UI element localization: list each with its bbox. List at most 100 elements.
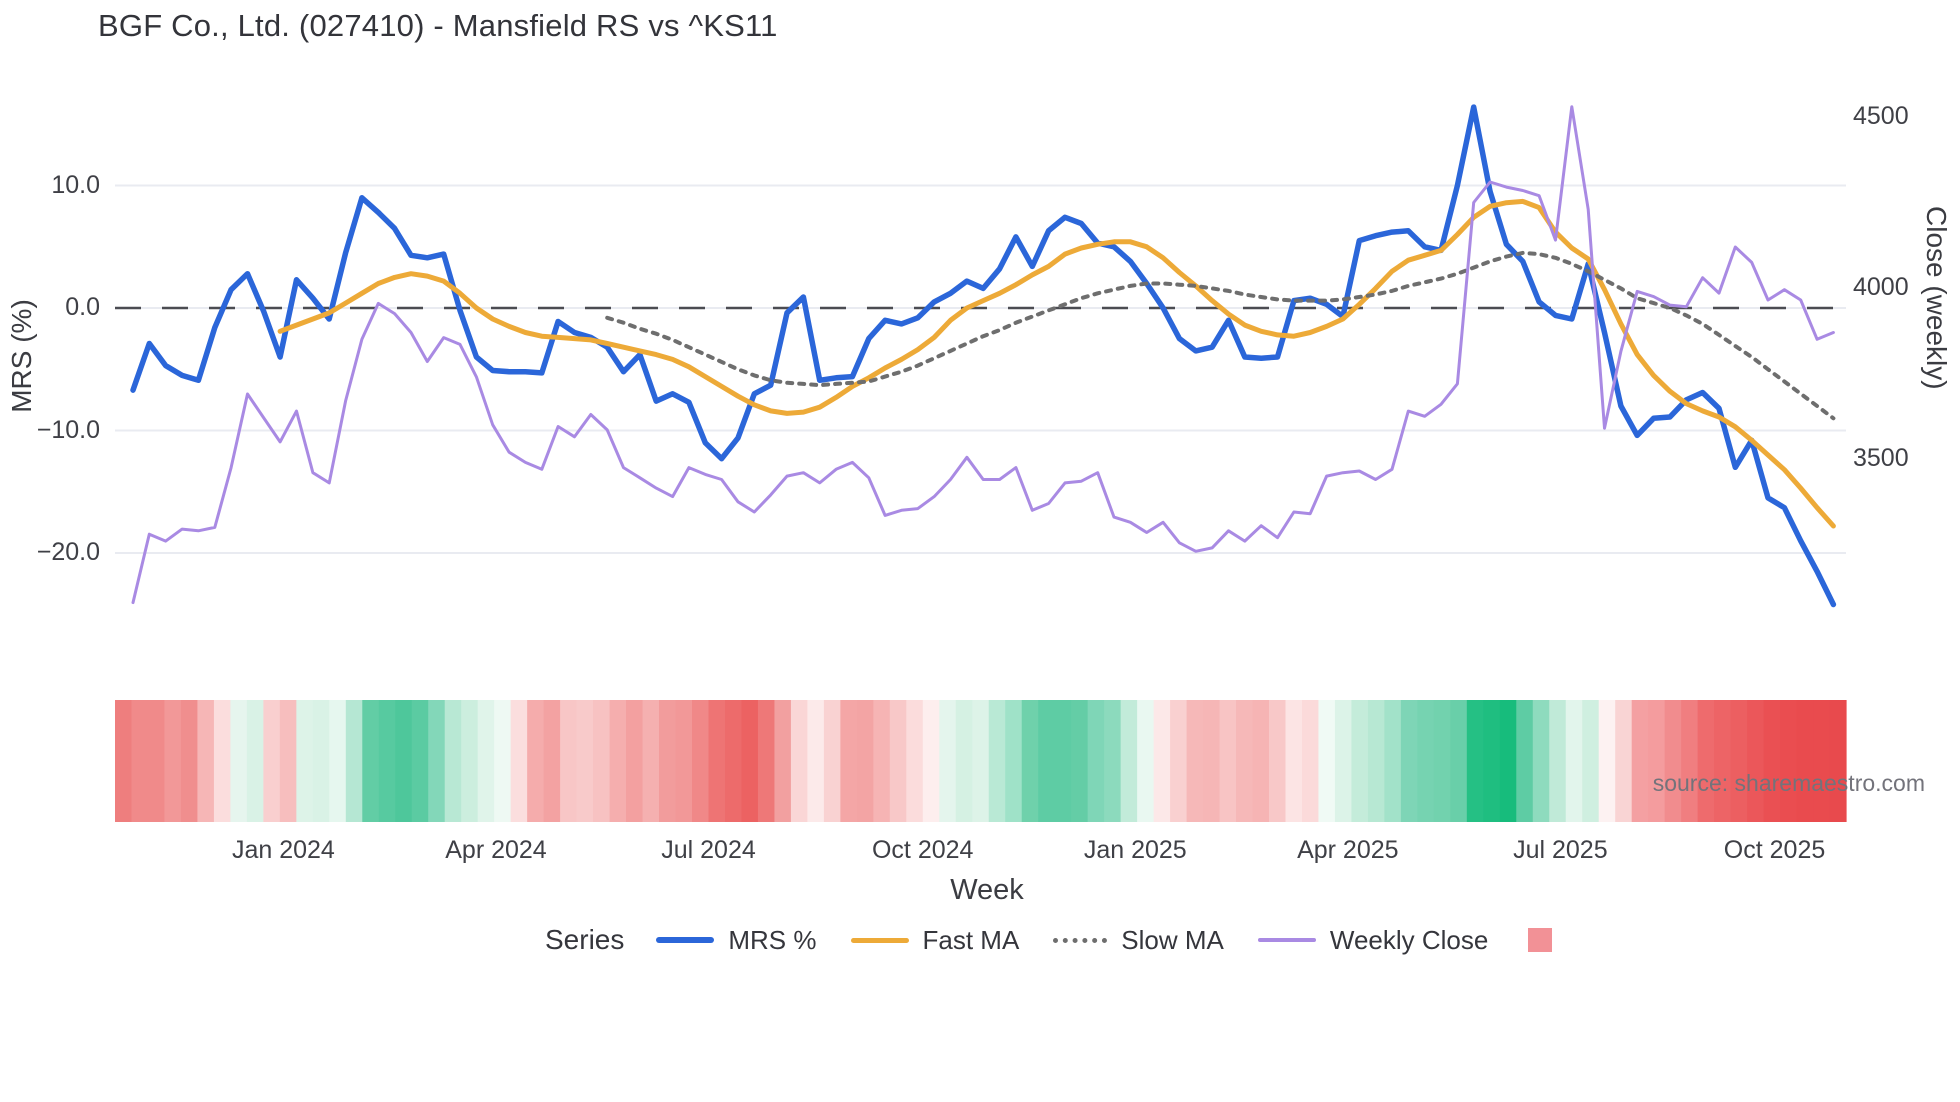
heatmap-cell <box>955 700 973 822</box>
heatmap-cell <box>444 700 462 822</box>
y-left-tick-label: −10.0 <box>36 415 100 444</box>
heatmap-cell <box>856 700 874 822</box>
heatmap-cell <box>1697 700 1715 822</box>
heatmap-cell <box>1120 700 1138 822</box>
heatmap-cell <box>1153 700 1171 822</box>
heatmap-cell <box>1664 700 1682 822</box>
legend: Series MRS % Fast MA Slow MA Weekly Clos… <box>545 920 1553 960</box>
heatmap-cell <box>560 700 578 822</box>
heatmap-cell <box>1681 700 1699 822</box>
heatmap-cell <box>889 700 907 822</box>
weekly-close-line <box>131 105 1835 605</box>
heatmap-cell <box>626 700 644 822</box>
x-tick-label: Apr 2024 <box>445 836 547 864</box>
heatmap-cell <box>807 700 825 822</box>
source-watermark: source: sharemaestro.com <box>1652 770 1925 796</box>
heatmap-cell <box>1318 700 1336 822</box>
legend-item-label: Weekly Close <box>1329 924 1489 955</box>
heatmap-cell <box>1466 700 1484 822</box>
heatmap-cell <box>823 700 841 822</box>
heatmap-cell <box>1269 700 1287 822</box>
heatmap-cell <box>1071 700 1089 822</box>
weekly-close-swatch-icon <box>1257 938 1316 942</box>
heatmap-cell <box>1137 700 1155 822</box>
heatmap-cell <box>1483 700 1501 822</box>
heatmap-cell <box>1219 700 1237 822</box>
heatmap-cell <box>279 700 297 822</box>
heatmap-cell <box>1648 700 1666 822</box>
legend-item-fast-ma: Fast MA <box>850 925 1019 956</box>
mrs-line <box>130 104 1837 608</box>
heatmap-cell <box>1301 700 1320 822</box>
heatmap-cell <box>527 700 545 822</box>
heatmap-cell <box>1252 700 1270 822</box>
heatmap-cell <box>790 700 808 822</box>
page-title: BGF Co., Ltd. (027410) - Mansfield RS vs… <box>98 8 778 43</box>
legend-item-slow-ma: Slow MA <box>1053 925 1224 956</box>
heatmap-cell <box>1714 700 1732 822</box>
heatmap-cell <box>180 700 199 822</box>
heatmap-cell <box>972 700 990 822</box>
heatmap-cell <box>263 700 281 822</box>
y-right-tick-label: 3500 <box>1853 444 1909 472</box>
heatmap-cell <box>494 700 512 822</box>
heatmap-cell <box>1730 700 1748 822</box>
heatmap-cell <box>1615 700 1633 822</box>
x-tick-label: Jan 2025 <box>1083 836 1187 864</box>
heatmap-cell <box>1796 700 1814 822</box>
heatmap-cell <box>362 700 380 822</box>
mrs-line-swatch-icon <box>656 937 715 943</box>
heatmap-cell <box>1367 700 1385 822</box>
heatmap-cell <box>692 700 710 822</box>
x-tick-label: Jan 2024 <box>231 836 335 864</box>
y-axis-right-title: Close (weekly) <box>1921 206 1952 390</box>
heatmap-cell <box>197 700 215 822</box>
heatmap-cell <box>395 700 413 822</box>
heatmap-cell <box>477 700 495 822</box>
heatmap-cell <box>774 700 792 822</box>
heatmap-cell <box>1005 700 1023 822</box>
heatmap-cell <box>1582 700 1600 822</box>
legend-title: Series <box>545 924 625 955</box>
x-axis-title: Week <box>950 874 1024 906</box>
heatmap-cell <box>939 700 957 822</box>
legend-item-label: Slow MA <box>1121 924 1224 955</box>
heatmap-cell <box>576 700 594 822</box>
heatmap-cell <box>1054 700 1072 822</box>
heatmap-cell <box>147 700 166 822</box>
heatmap-cell <box>246 700 264 822</box>
heatmap-cell <box>840 700 858 822</box>
fast-ma-swatch-icon <box>850 937 909 943</box>
x-tick-label: Oct 2025 <box>1723 836 1826 864</box>
heatmap-cell <box>345 700 363 822</box>
heatmap-cell <box>1334 700 1353 822</box>
slow-ma-swatch-icon <box>1053 937 1108 943</box>
heatmap-cell <box>708 700 726 822</box>
heatmap-cell <box>675 700 693 822</box>
heatmap-cell <box>906 700 924 822</box>
y-left-tick-label: 10.0 <box>51 170 100 199</box>
heatmap-cell <box>1170 700 1188 822</box>
heatmap-cell <box>1236 700 1254 822</box>
heatmap-cell <box>1203 700 1221 822</box>
heatmap-cell <box>1565 700 1583 822</box>
heatmap-cell <box>1351 700 1369 822</box>
y-right-tick-label: 4500 <box>1853 102 1909 130</box>
heatmap-cell <box>411 700 429 822</box>
heatmap-cell <box>312 700 330 822</box>
x-tick-label: Jul 2025 <box>1513 836 1608 864</box>
heatmap-cell <box>131 700 149 822</box>
heatmap-cell <box>757 700 776 822</box>
heatmap-cell <box>1516 700 1534 822</box>
heatmap-cell <box>609 700 627 822</box>
heatmap-cell <box>1400 700 1418 822</box>
heatmap-cell <box>1780 700 1798 822</box>
heatmap-cell <box>1104 700 1122 822</box>
heatmap-cell <box>1433 700 1451 822</box>
legend-item-label: MRS % <box>728 924 817 955</box>
heatmap-cell <box>461 700 479 822</box>
heatmap-cell <box>1763 700 1781 822</box>
heatmap-cell <box>428 700 446 822</box>
